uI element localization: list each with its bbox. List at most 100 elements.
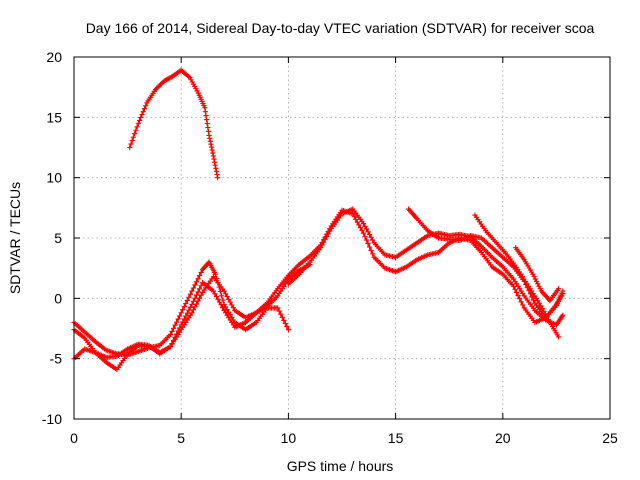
data-point-marker <box>180 307 186 313</box>
data-point-marker <box>544 314 550 320</box>
data-point-marker <box>215 296 221 302</box>
data-point-marker <box>192 295 198 301</box>
data-point-marker <box>190 285 197 291</box>
data-point-marker <box>181 304 187 310</box>
data-point-marker <box>167 344 174 350</box>
y-tick-label: 5 <box>54 230 62 246</box>
data-series <box>127 67 221 181</box>
data-point-marker <box>192 282 198 288</box>
data-point-marker <box>221 288 227 294</box>
data-point-marker <box>224 294 230 300</box>
data-point-marker <box>327 228 333 234</box>
data-point-marker <box>208 144 215 150</box>
data-point-marker <box>359 227 365 234</box>
data-point-marker <box>134 124 140 130</box>
data-point-marker <box>368 234 374 240</box>
data-point-marker <box>532 276 538 282</box>
series-line <box>129 69 219 179</box>
x-tick-label: 10 <box>281 430 297 446</box>
data-point-marker <box>281 317 287 323</box>
data-point-marker <box>279 314 285 320</box>
data-point-marker <box>518 299 524 305</box>
data-series <box>71 207 566 361</box>
data-point-marker <box>531 274 537 280</box>
data-point-marker <box>321 239 327 245</box>
data-point-marker <box>220 297 226 303</box>
data-point-marker <box>535 281 541 287</box>
data-point-marker <box>178 322 184 328</box>
x-tick-label: 15 <box>388 430 404 446</box>
data-series <box>472 212 562 340</box>
y-tick-label: 10 <box>46 170 62 186</box>
data-point-marker <box>213 168 220 175</box>
data-point-marker <box>363 226 370 232</box>
data-point-marker <box>195 298 201 304</box>
data-point-marker <box>206 132 212 139</box>
data-point-marker <box>205 124 211 131</box>
data-point-marker <box>190 307 197 313</box>
data-point-marker <box>226 296 232 302</box>
data-point-marker <box>198 283 204 289</box>
data-point-marker <box>542 311 548 317</box>
data-point-marker <box>170 325 177 331</box>
data-point-marker <box>216 299 223 305</box>
axis-layer: 0 5 10 15 20 25 -10 -5 0 5 10 15 20 <box>42 49 618 446</box>
data-point-marker <box>210 150 216 156</box>
data-point-marker <box>210 153 216 159</box>
data-point-marker <box>209 147 215 153</box>
data-point-marker <box>555 286 562 292</box>
data-point-marker <box>218 302 224 308</box>
data-point-marker <box>541 308 547 315</box>
data-point-marker <box>141 106 148 112</box>
data-point-marker <box>130 134 137 140</box>
data-point-marker <box>285 327 291 333</box>
data-point-marker <box>139 111 145 118</box>
data-point-marker <box>202 109 208 115</box>
data-point-marker <box>510 283 517 289</box>
data-point-marker <box>186 294 192 300</box>
data-point-marker <box>517 296 523 302</box>
data-point-marker <box>127 144 133 151</box>
y-tick-label: 0 <box>54 290 62 306</box>
data-point-marker <box>211 156 217 162</box>
data-point-marker <box>136 117 143 124</box>
y-tick-label: 20 <box>46 49 62 65</box>
data-point-marker <box>129 138 135 144</box>
data-point-marker <box>189 288 195 294</box>
data-point-marker <box>140 109 146 115</box>
data-point-marker <box>366 244 373 250</box>
data-point-marker <box>515 292 521 299</box>
data-point-marker <box>189 301 195 307</box>
data-point-marker <box>229 302 235 308</box>
data-point-marker <box>213 294 220 300</box>
data-point-marker <box>202 105 208 111</box>
data-point-marker <box>143 103 149 109</box>
data-point-marker <box>180 319 186 325</box>
data-point-marker <box>536 300 542 306</box>
data-point-marker <box>183 300 189 307</box>
data-point-marker <box>187 291 193 297</box>
data-point-marker <box>135 120 141 126</box>
data-point-marker <box>181 316 187 322</box>
data-point-marker <box>368 247 374 254</box>
data-point-marker <box>175 316 181 322</box>
y-tick-label: 15 <box>46 109 62 125</box>
data-point-marker <box>205 128 212 135</box>
x-tick-label: 5 <box>177 430 185 446</box>
y-axis-label: SDTVAR / TECUs <box>7 182 23 294</box>
data-point-marker <box>533 278 540 285</box>
data-point-marker <box>212 291 218 297</box>
data-point-marker <box>324 234 330 240</box>
data-point-marker <box>365 240 371 247</box>
data-point-marker <box>227 299 233 305</box>
data-point-marker <box>198 292 204 298</box>
data-point-marker <box>189 310 195 316</box>
data-point-marker <box>360 220 367 227</box>
data-layer <box>71 67 566 373</box>
data-point-marker <box>538 303 544 309</box>
data-point-marker <box>520 302 526 308</box>
x-tick-label: 25 <box>602 430 618 446</box>
data-point-marker <box>177 325 183 331</box>
